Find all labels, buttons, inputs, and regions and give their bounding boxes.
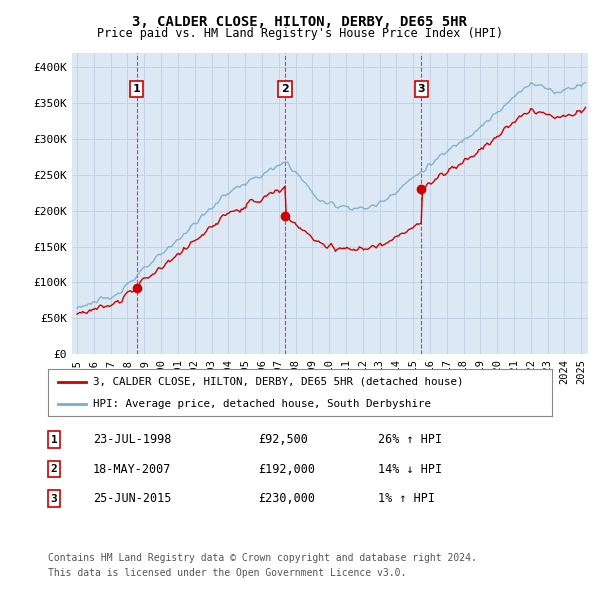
Text: 3: 3: [50, 494, 58, 503]
Text: 18-MAY-2007: 18-MAY-2007: [93, 463, 172, 476]
Text: 26% ↑ HPI: 26% ↑ HPI: [378, 433, 442, 446]
Text: £192,000: £192,000: [258, 463, 315, 476]
Text: £92,500: £92,500: [258, 433, 308, 446]
Text: 1: 1: [133, 84, 140, 94]
Text: 2: 2: [281, 84, 289, 94]
Text: 1% ↑ HPI: 1% ↑ HPI: [378, 492, 435, 505]
Text: 14% ↓ HPI: 14% ↓ HPI: [378, 463, 442, 476]
Text: 3, CALDER CLOSE, HILTON, DERBY, DE65 5HR (detached house): 3, CALDER CLOSE, HILTON, DERBY, DE65 5HR…: [94, 377, 464, 387]
Text: £230,000: £230,000: [258, 492, 315, 505]
Text: 1: 1: [50, 435, 58, 444]
Text: Price paid vs. HM Land Registry's House Price Index (HPI): Price paid vs. HM Land Registry's House …: [97, 27, 503, 40]
Text: 25-JUN-2015: 25-JUN-2015: [93, 492, 172, 505]
Text: 3, CALDER CLOSE, HILTON, DERBY, DE65 5HR: 3, CALDER CLOSE, HILTON, DERBY, DE65 5HR: [133, 15, 467, 29]
Text: This data is licensed under the Open Government Licence v3.0.: This data is licensed under the Open Gov…: [48, 569, 406, 578]
Text: 3: 3: [418, 84, 425, 94]
Text: 23-JUL-1998: 23-JUL-1998: [93, 433, 172, 446]
Text: 2: 2: [50, 464, 58, 474]
Text: Contains HM Land Registry data © Crown copyright and database right 2024.: Contains HM Land Registry data © Crown c…: [48, 553, 477, 562]
Text: HPI: Average price, detached house, South Derbyshire: HPI: Average price, detached house, Sout…: [94, 399, 431, 409]
